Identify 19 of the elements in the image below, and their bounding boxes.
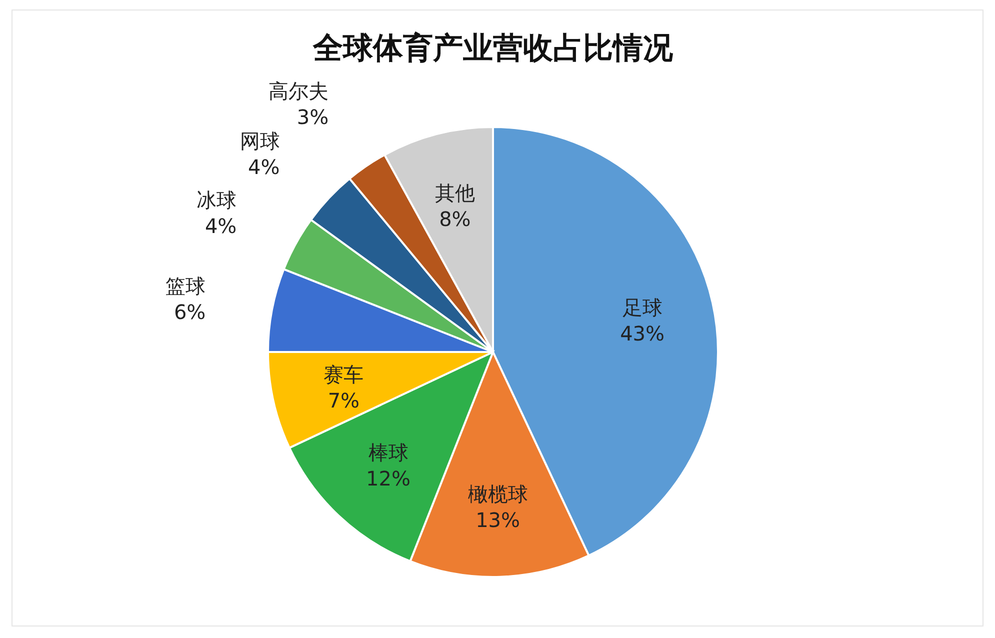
data-label: 43% (620, 322, 665, 346)
slice-label: 篮球 (166, 274, 206, 298)
slice-label: 冰球 (196, 188, 237, 212)
data-label: 4% (248, 154, 280, 179)
slice-label: 其他 (434, 180, 475, 205)
slice-label: 赛车 (324, 362, 364, 386)
data-label: 12% (366, 466, 410, 491)
data-label: 3% (296, 104, 329, 129)
data-label: 4% (204, 214, 237, 238)
data-label: 13% (476, 508, 520, 532)
data-label: 8% (439, 206, 471, 231)
chart-title: 全球体育产业营收占比情况 (312, 31, 674, 66)
data-label: 7% (328, 388, 360, 412)
slice-label: 棒球 (368, 440, 408, 465)
slice-label: 高尔夫 (268, 78, 329, 103)
slice-label: 橄榄球 (468, 482, 528, 506)
slice-label: 网球 (240, 128, 280, 153)
data-label: 6% (174, 300, 206, 324)
slice-label: 足球 (622, 296, 662, 320)
